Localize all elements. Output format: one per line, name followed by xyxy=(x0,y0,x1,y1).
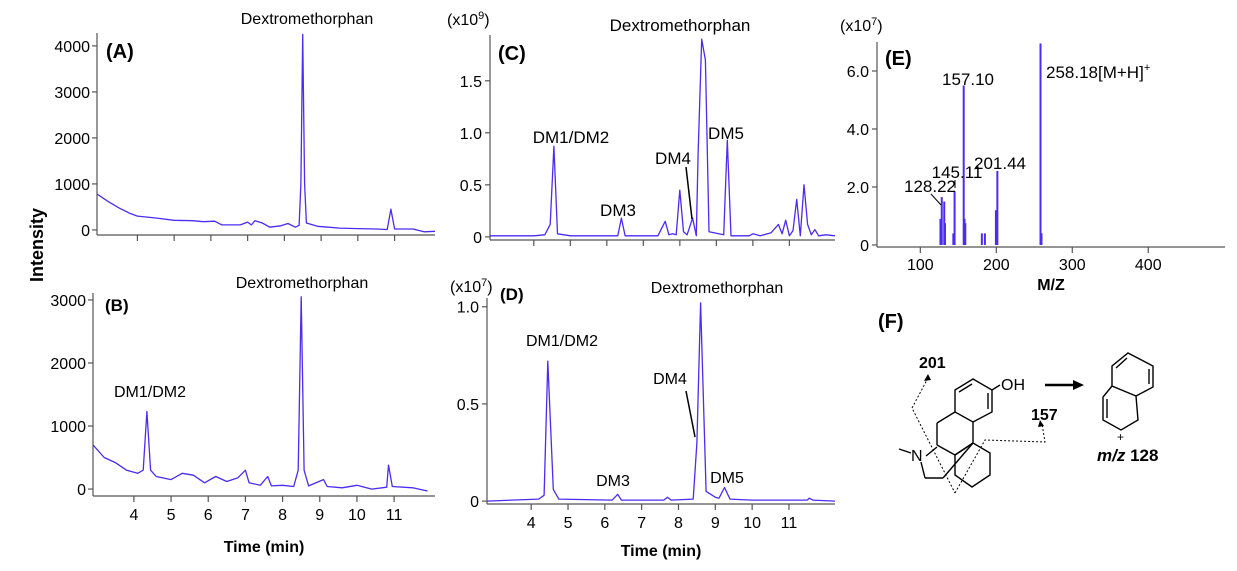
panel-e-x-tick-label: 400 xyxy=(1135,257,1162,274)
fragment-label-201: 201 xyxy=(919,355,946,372)
cation-plus: + xyxy=(1117,430,1124,444)
panel-d-y-tick-label: 0.5 xyxy=(457,397,479,414)
panel-c-y-tick-label: 0 xyxy=(473,230,482,247)
panel-b-x-tick-label: 7 xyxy=(241,507,250,524)
panel-b-y-tick-label: 1000 xyxy=(50,419,86,436)
panel-c-chromatogram-trace xyxy=(490,38,836,237)
panel-a-y-tick-label: 3000 xyxy=(54,85,90,102)
panel-a-y-tick-label: 0 xyxy=(81,223,90,240)
annotation-dm1dm2-d: DM1/DM2 xyxy=(526,333,598,350)
product-mz-label: m/z 128 xyxy=(1097,446,1158,465)
panel-label-b: (B) xyxy=(105,296,129,315)
panel-label-e: (E) xyxy=(885,48,912,70)
panel-b-x-tick-label: 5 xyxy=(167,507,176,524)
panel-d-x-tick-label: 5 xyxy=(564,515,573,532)
annotation-dextromethorphan-c: Dextromethorphan xyxy=(610,16,751,35)
panel-c-y-tick-label: 1.5 xyxy=(460,74,482,91)
panel-d-x-tick-label: 9 xyxy=(711,515,720,532)
panel-d-x-axis-title: Time (min) xyxy=(621,543,702,560)
panel-d-x-tick-label: 11 xyxy=(781,515,798,532)
panel-b-chromatogram-trace xyxy=(92,296,428,492)
n-label: N xyxy=(911,448,923,465)
panel-a-y-tick-label: 2000 xyxy=(54,131,90,148)
annotation-201-44: 201.44 xyxy=(974,154,1026,173)
oh-label: OH xyxy=(1001,377,1025,394)
annotation-dm1dm2-b: DM1/DM2 xyxy=(114,384,186,401)
dextrorphan-structure xyxy=(898,352,1154,494)
annotation-dextromethorphan-b: Dextromethorphan xyxy=(236,275,369,292)
annotation-157-10: 157.10 xyxy=(942,70,994,89)
panel-d-y-tick-label: 1.0 xyxy=(457,300,479,317)
panel-e-y-tick-label: 0 xyxy=(860,238,869,255)
scale-label-c: (x109) xyxy=(447,10,490,29)
panel-e-y-tick-label: 6.0 xyxy=(847,64,869,81)
panel-d-y-tick-label: 0 xyxy=(470,494,479,511)
annotation-dm4-d: DM4 xyxy=(653,371,687,388)
panel-e-y-tick-label: 4.0 xyxy=(847,122,869,139)
fragment-label-157: 157 xyxy=(1031,407,1058,424)
panel-c-y-tick-label: 1.0 xyxy=(460,126,482,143)
panel-label-c: (C) xyxy=(498,43,526,65)
panel-b-x-tick-label: 10 xyxy=(348,507,366,524)
annotation-pointer-dm4-d xyxy=(685,390,696,438)
panel-b-x-tick-label: 6 xyxy=(204,507,213,524)
annotation-dextromethorphan-a: Dextromethorphan xyxy=(241,11,374,28)
panel-e-x-tick-label: 200 xyxy=(983,257,1010,274)
y-axis-label: Intensity xyxy=(27,208,47,282)
scale-label-d: (x107) xyxy=(450,277,493,296)
panel-d-x-tick-label: 4 xyxy=(527,515,536,532)
annotation-128-22: 128.22 xyxy=(904,177,956,196)
panel-d-x-tick-label: 8 xyxy=(674,515,683,532)
annotation-pointer-128 xyxy=(930,193,942,206)
panel-a-y-tick-label: 1000 xyxy=(54,177,90,194)
annotation-dm5-c: DM5 xyxy=(708,124,744,143)
panel-a-y-tick-label: 4000 xyxy=(54,39,90,56)
panel-label-f: (F) xyxy=(878,311,904,333)
annotation-dm5-d: DM5 xyxy=(710,470,744,487)
panel-e-x-tick-label: 100 xyxy=(907,257,934,274)
annotation-258-18: 258.18[M+H]+ xyxy=(1046,62,1150,82)
annotation-dm4-c: DM4 xyxy=(655,149,691,168)
panel-b-x-axis-title: Time (min) xyxy=(224,539,305,556)
panel-d-x-tick-label: 10 xyxy=(743,515,761,532)
panel-c-y-tick-label: 0.5 xyxy=(460,178,482,195)
panel-b-y-tick-label: 2000 xyxy=(50,356,86,373)
panel-label-d: (D) xyxy=(500,285,524,304)
annotation-dextromethorphan-d: Dextromethorphan xyxy=(651,280,784,297)
panel-e-y-tick-label: 2.0 xyxy=(847,180,869,197)
panel-d-x-tick-label: 6 xyxy=(600,515,609,532)
annotation-dm1dm2-c: DM1/DM2 xyxy=(533,128,610,147)
panel-b-x-tick-label: 8 xyxy=(278,507,287,524)
panel-e-x-axis-title: M/Z xyxy=(1037,277,1065,294)
scale-label-e: (x107) xyxy=(840,16,883,35)
panel-b-y-tick-label: 3000 xyxy=(50,293,86,310)
panel-b-x-tick-label: 9 xyxy=(315,507,324,524)
annotation-dm3-c: DM3 xyxy=(600,201,636,220)
annotation-dm3-d: DM3 xyxy=(596,473,630,490)
panel-e-x-tick-label: 300 xyxy=(1059,257,1086,274)
panel-a-chromatogram-trace xyxy=(96,33,436,233)
panel-b-y-tick-label: 0 xyxy=(77,482,86,499)
annotation-pointer-dm4-c xyxy=(685,166,693,220)
panel-label-a: (A) xyxy=(106,41,134,63)
annotation-145-11: 145.11 xyxy=(932,163,983,182)
panel-d-x-tick-label: 7 xyxy=(637,515,646,532)
panel-b-x-tick-label: 11 xyxy=(386,507,403,524)
panel-b-x-tick-label: 4 xyxy=(129,507,138,524)
panel-d-chromatogram-trace xyxy=(486,302,836,502)
